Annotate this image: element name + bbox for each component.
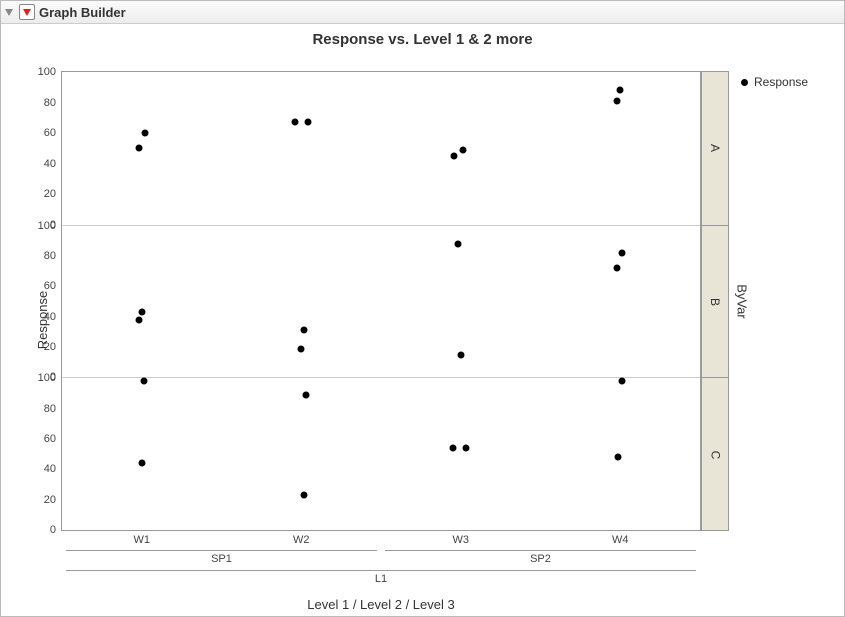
panel-title: Graph Builder bbox=[39, 5, 126, 20]
data-point[interactable] bbox=[619, 249, 626, 256]
x-tick-label: W4 bbox=[612, 530, 629, 546]
y-tick-label: 0 bbox=[50, 524, 62, 536]
row-panel: 020406080100 bbox=[62, 225, 700, 378]
facet-label[interactable]: A bbox=[702, 72, 728, 225]
y-tick-label: 40 bbox=[44, 311, 62, 323]
legend-label: Response bbox=[754, 75, 808, 89]
data-point[interactable] bbox=[298, 345, 305, 352]
panel-header: Graph Builder bbox=[1, 1, 844, 24]
y-tick-label: 20 bbox=[44, 494, 62, 506]
data-point[interactable] bbox=[459, 146, 466, 153]
y-tick-label: 60 bbox=[44, 433, 62, 445]
x-axis-label[interactable]: Level 1 / Level 2 / Level 3 bbox=[61, 597, 701, 612]
disclosure-triangle-icon[interactable] bbox=[5, 9, 13, 16]
data-point[interactable] bbox=[291, 119, 298, 126]
facet-label[interactable]: B bbox=[702, 225, 728, 379]
plot-region[interactable]: 020406080100020406080100020406080100W1W2… bbox=[61, 71, 701, 531]
data-point[interactable] bbox=[301, 492, 308, 499]
data-point[interactable] bbox=[135, 145, 142, 152]
data-point[interactable] bbox=[462, 445, 469, 452]
facet-strip: ABC bbox=[701, 71, 729, 531]
y-tick-label: 40 bbox=[44, 158, 62, 170]
y-tick-label: 80 bbox=[44, 97, 62, 109]
data-point[interactable] bbox=[615, 454, 622, 461]
y-tick-label: 100 bbox=[38, 66, 62, 78]
row-panel: 020406080100 bbox=[62, 377, 700, 530]
data-point[interactable] bbox=[450, 445, 457, 452]
y-tick-label: 60 bbox=[44, 127, 62, 139]
data-point[interactable] bbox=[457, 351, 464, 358]
y-tick-label: 80 bbox=[44, 403, 62, 415]
data-point[interactable] bbox=[141, 130, 148, 137]
y-tick-label: 20 bbox=[44, 188, 62, 200]
row-panel: 020406080100 bbox=[62, 72, 700, 225]
y-tick-label: 20 bbox=[44, 341, 62, 353]
x-tick-label: W2 bbox=[293, 530, 310, 546]
y-tick-label: 100 bbox=[38, 372, 62, 384]
y-tick-label: 100 bbox=[38, 220, 62, 232]
y-tick-label: 80 bbox=[44, 250, 62, 262]
data-point[interactable] bbox=[302, 392, 309, 399]
graph-builder-panel: Graph Builder Response vs. Level 1 & 2 m… bbox=[0, 0, 845, 617]
data-point[interactable] bbox=[138, 309, 145, 316]
chart-area: Response vs. Level 1 & 2 more Response R… bbox=[1, 23, 844, 616]
data-point[interactable] bbox=[301, 327, 308, 334]
x-tick-label: W3 bbox=[453, 530, 470, 546]
facet-label[interactable]: C bbox=[702, 377, 728, 531]
data-point[interactable] bbox=[617, 87, 624, 94]
x-group-level2: SP2 bbox=[381, 550, 700, 565]
data-point[interactable] bbox=[619, 378, 626, 385]
data-point[interactable] bbox=[138, 460, 145, 467]
x-group-level1: L1 bbox=[62, 570, 700, 585]
data-point[interactable] bbox=[451, 152, 458, 159]
data-point[interactable] bbox=[454, 240, 461, 247]
byvar-axis-label[interactable]: ByVar bbox=[733, 71, 751, 531]
data-point[interactable] bbox=[140, 378, 147, 385]
plot-frame: 020406080100020406080100020406080100W1W2… bbox=[61, 71, 701, 531]
legend[interactable]: Response bbox=[741, 75, 808, 89]
data-point[interactable] bbox=[304, 119, 311, 126]
data-point[interactable] bbox=[614, 265, 621, 272]
y-tick-label: 40 bbox=[44, 463, 62, 475]
x-group-level2: SP1 bbox=[62, 550, 381, 565]
hotspot-icon[interactable] bbox=[19, 4, 35, 20]
data-point[interactable] bbox=[135, 316, 142, 323]
chart-title: Response vs. Level 1 & 2 more bbox=[1, 31, 844, 48]
y-tick-label: 60 bbox=[44, 280, 62, 292]
data-point[interactable] bbox=[614, 98, 621, 105]
x-tick-label: W1 bbox=[134, 530, 151, 546]
